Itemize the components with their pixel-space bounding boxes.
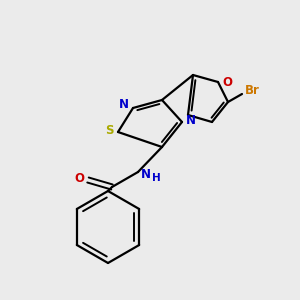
Text: O: O xyxy=(222,76,232,88)
Text: N: N xyxy=(186,113,196,127)
Text: N: N xyxy=(119,98,129,112)
Text: Br: Br xyxy=(244,83,260,97)
Text: N: N xyxy=(141,167,151,181)
Text: O: O xyxy=(74,172,84,185)
Text: S: S xyxy=(105,124,113,136)
Text: H: H xyxy=(152,173,160,183)
